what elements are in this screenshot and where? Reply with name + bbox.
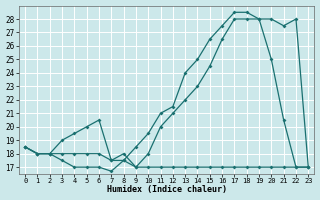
X-axis label: Humidex (Indice chaleur): Humidex (Indice chaleur) <box>107 185 227 194</box>
